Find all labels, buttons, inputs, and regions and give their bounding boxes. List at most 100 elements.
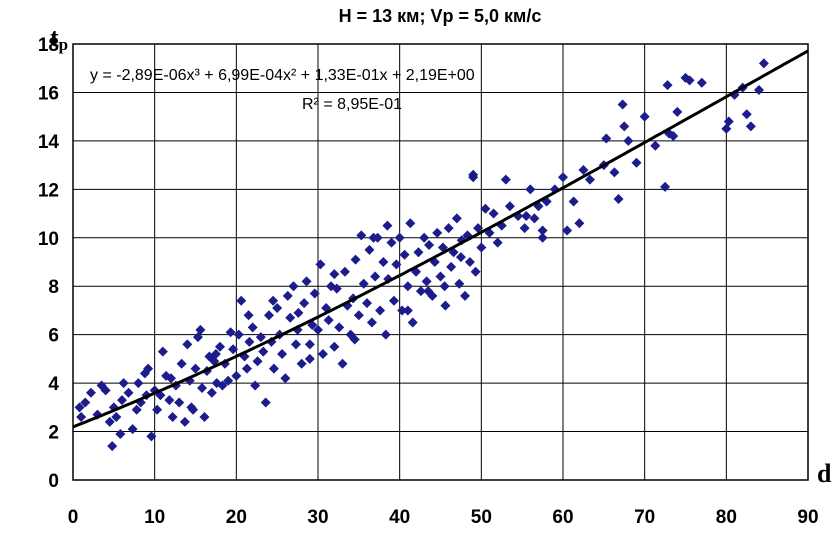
data-point [537,232,548,243]
y-axis-label-sub: p [59,35,68,54]
data-point [309,288,320,299]
data-point [337,358,348,369]
data-point [304,339,315,350]
data-point [413,247,424,258]
data-point [609,167,620,178]
data-point [758,58,769,69]
data-point [339,266,350,277]
data-point [195,324,206,335]
data-point [405,218,416,229]
data-point [378,257,389,267]
data-point [282,290,293,301]
data-point [317,349,328,360]
data-point [519,223,530,234]
data-point [399,249,410,260]
y-tick-label: 14 [38,132,60,153]
data-point [684,75,695,86]
data-point [562,225,573,236]
data-point [323,315,334,326]
trendline-r2: R² = 8,95E-01 [302,96,402,113]
data-point [578,164,589,175]
data-point [454,278,465,289]
data-point [296,358,307,369]
data-point [349,334,360,345]
data-point [584,174,595,185]
data-point [197,382,208,393]
data-point [85,387,96,398]
data-point [574,218,585,229]
data-point [460,290,470,301]
grid-lines [72,43,809,481]
data-point [362,298,372,309]
data-point [182,339,193,350]
data-point [350,254,361,265]
data-point [280,373,291,384]
data-point [243,310,254,321]
x-tick-label: 50 [471,507,492,528]
data-point [613,194,624,205]
data-point [617,99,628,110]
data-point [423,286,434,297]
x-tick-label: 30 [307,507,328,528]
data-point [111,412,122,423]
data-point [255,332,266,343]
data-point [272,303,283,314]
data-point [288,281,299,292]
data-point [74,402,85,413]
trendline-path [72,49,809,429]
data-point [199,412,210,423]
data-point [76,412,87,423]
data-point [397,305,408,316]
data-point [353,310,364,321]
data-point [329,269,340,280]
data-point [660,181,671,192]
y-axis-label-main: t [50,23,59,52]
data-point [228,344,239,355]
data-point [80,397,91,408]
y-tick-label: 6 [48,326,59,347]
data-point [723,116,734,127]
data-point [558,172,568,183]
y-tick-label: 10 [38,229,59,250]
data-point [143,363,154,374]
data-point [631,157,642,168]
data-point [117,395,127,406]
y-axis-label: tp [50,23,68,54]
data-point [388,295,399,306]
data-point [368,232,379,243]
x-tick-label: 90 [797,507,818,528]
data-point [252,356,263,367]
data-point [186,402,197,413]
y-tick-labels: 0 2 4 6 8 10 12 14 16 18 [38,35,60,492]
data-point [258,346,269,357]
data-point [468,169,479,180]
data-point [745,121,756,132]
data-point [157,346,168,357]
data-point [662,80,673,91]
data-point [233,329,244,340]
data-point [623,135,634,146]
x-tick-label: 40 [389,507,410,528]
data-point [277,349,288,360]
data-point [247,322,258,333]
data-point [358,278,369,289]
data-point [223,375,234,386]
data-point [537,225,548,236]
data-point [500,174,511,185]
data-point [375,305,386,316]
x-tick-labels: 0 10 20 30 40 50 60 70 80 90 [68,507,819,528]
data-point [402,305,413,316]
data-point [167,412,178,423]
data-point [131,404,142,415]
data-point [225,327,236,338]
data-point [313,324,323,335]
data-point [304,353,315,364]
data-point [488,208,499,219]
data-point [443,223,454,234]
data-point [268,363,279,374]
data-point [290,339,301,350]
data-point [260,397,271,408]
data-point [315,259,326,270]
data-point [250,380,261,391]
data-point [370,271,381,282]
